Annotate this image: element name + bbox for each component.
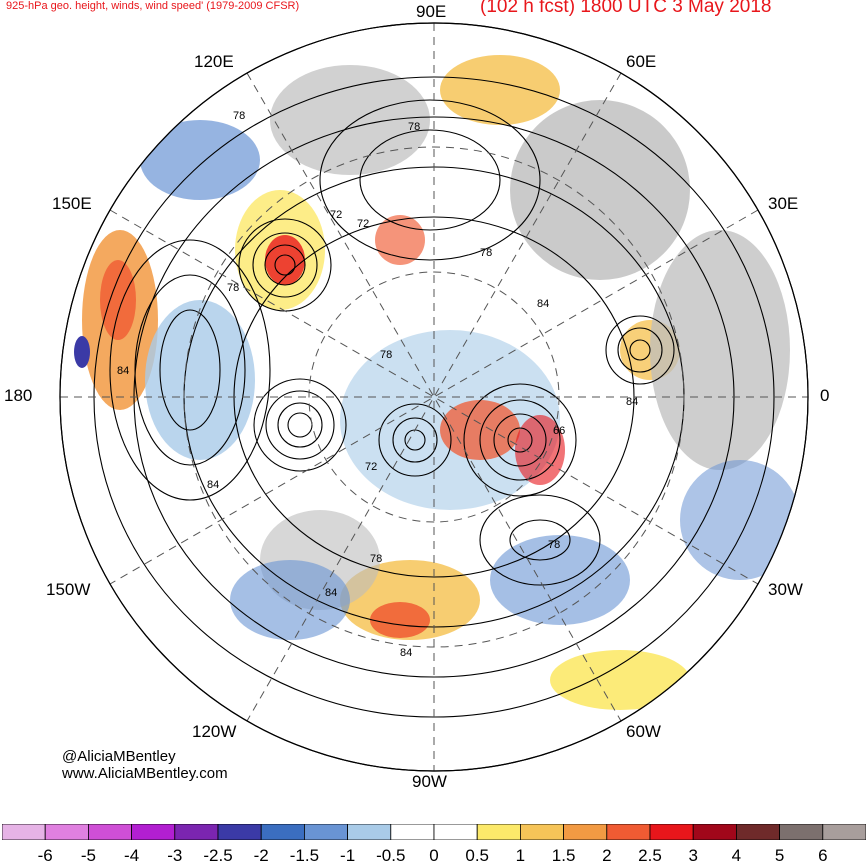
contour-label: 78 (408, 121, 420, 133)
lon-label-60w: 60W (626, 722, 661, 741)
colorbar-swatch (44, 824, 89, 840)
contour-labels: 78 78 78 78 78 78 84 84 84 84 84 84 66 7… (117, 110, 638, 659)
lon-label-120e: 120E (194, 52, 234, 71)
colorbar (2, 824, 866, 840)
colorbar-swatch (520, 824, 565, 840)
contour-label: 78 (233, 110, 245, 122)
contour-label: 84 (325, 587, 337, 599)
lon-label-30e: 30E (768, 194, 799, 213)
contour-label: 72 (365, 461, 377, 473)
colorbar-swatch (822, 824, 866, 840)
map-title-right: (102 h fcst) 1800 UTC 3 May 2018 (480, 0, 772, 17)
colorbar-swatch (174, 824, 219, 840)
lon-label-90e: 90E (416, 2, 447, 21)
colorbar-tick-label: 4 (731, 846, 742, 865)
contour-label: 78 (370, 553, 382, 565)
colorbar-tick-label: -2 (253, 846, 269, 865)
credit-handle: @AliciaMBentley (62, 748, 176, 765)
credit-site: www.AliciaMBentley.com (62, 765, 228, 782)
contour-label: 84 (626, 396, 638, 408)
lon-label-60e: 60E (626, 52, 657, 71)
colorbar-swatch (692, 824, 737, 840)
colorbar-swatch (217, 824, 262, 840)
contour-label: 84 (537, 298, 549, 310)
colorbar-tick-label: -0.5 (376, 846, 406, 865)
colorbar-swatch (260, 824, 305, 840)
colorbar-tick-label: 5 (774, 846, 785, 865)
contour-label: 84 (207, 479, 219, 491)
colorbar-tick-label: 3 (688, 846, 698, 865)
contour-label: 72 (357, 218, 369, 230)
polar-map: 78 78 78 78 78 78 84 84 84 84 84 84 66 7… (59, 22, 809, 772)
colorbar-tick-label: -4 (124, 846, 140, 865)
colorbar-swatch (131, 824, 176, 840)
colorbar-swatch (779, 824, 824, 840)
colorbar-tick-label: 1 (515, 846, 526, 865)
colorbar-tick-label: -1.5 (289, 846, 320, 865)
colorbar-tick-label: 2 (602, 846, 612, 865)
lon-label-90w: 90W (412, 772, 447, 791)
colorbar-swatch (88, 824, 133, 840)
contour-label: 78 (380, 349, 392, 361)
colorbar-tick-label: -6 (37, 846, 53, 865)
colorbar-swatch (606, 824, 651, 840)
lon-label-150w: 150W (46, 580, 91, 599)
colorbar-swatch (476, 824, 521, 840)
lon-label-150e: 150E (52, 194, 92, 213)
graticule (60, 23, 808, 771)
lon-label-120w: 120W (192, 722, 237, 741)
colorbar-tick-label: -5 (80, 846, 96, 865)
colorbar-swatch (347, 824, 392, 840)
colorbar-tick-label: 0.5 (465, 846, 490, 865)
contour-label: 66 (553, 425, 565, 437)
colorbar-swatch (433, 824, 478, 840)
colorbar-tick-label: -2.5 (203, 846, 233, 865)
colorbar-swatch (2, 824, 46, 840)
lon-label-180: 180 (4, 386, 33, 405)
colorbar-tick-labels: -6 -5 -4 -3 -2.5 -2 -1.5 -1 -0.5 0 0.5 1 1.5 2 2.5 3 4 5 6 (0, 846, 868, 866)
colorbar-tick-label: 2.5 (638, 846, 662, 865)
colorbar-swatch (736, 824, 781, 840)
colorbar-swatch (390, 824, 435, 840)
colorbar-tick-label: 0 (429, 846, 439, 865)
colorbar-tick-label: -1 (340, 846, 356, 865)
contour-label: 78 (227, 282, 239, 294)
contour-label: 78 (548, 539, 560, 551)
map-title-left: 925-hPa geo. height, winds, wind speed' … (6, 0, 300, 12)
lon-label-30w: 30W (768, 580, 803, 599)
contour-label: 84 (400, 647, 412, 659)
lon-label-0: 0 (820, 386, 830, 405)
contour-label: 84 (117, 365, 129, 377)
colorbar-tick-label: 1.5 (551, 846, 576, 865)
contour-label: 78 (480, 247, 492, 259)
colorbar-tick-label: -3 (167, 846, 183, 865)
colorbar-swatch (303, 824, 348, 840)
contour-label: 72 (330, 209, 342, 221)
colorbar-swatch (563, 824, 608, 840)
colorbar-swatch (649, 824, 694, 840)
colorbar-tick-label: 6 (818, 846, 828, 865)
